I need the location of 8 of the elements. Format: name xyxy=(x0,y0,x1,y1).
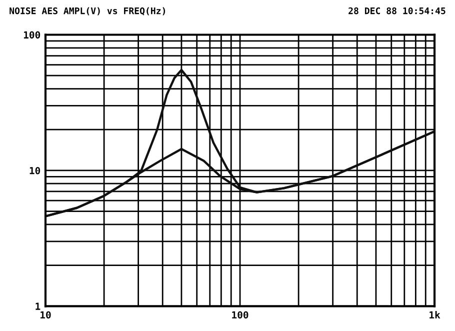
x-tick-label: 100 xyxy=(232,311,248,319)
y-tick-label: 1 xyxy=(36,302,40,310)
y-tick-label: 10 xyxy=(30,166,40,174)
x-tick-label: 10 xyxy=(40,311,51,319)
x-tick-label: 1k xyxy=(430,311,440,318)
y-tick-label: 100 xyxy=(24,31,40,39)
chart-title: NOISE AES AMPL(V) vs FREQ(Hz) xyxy=(10,7,166,16)
text: 28 DEC 88 10:54:45 xyxy=(348,7,446,14)
